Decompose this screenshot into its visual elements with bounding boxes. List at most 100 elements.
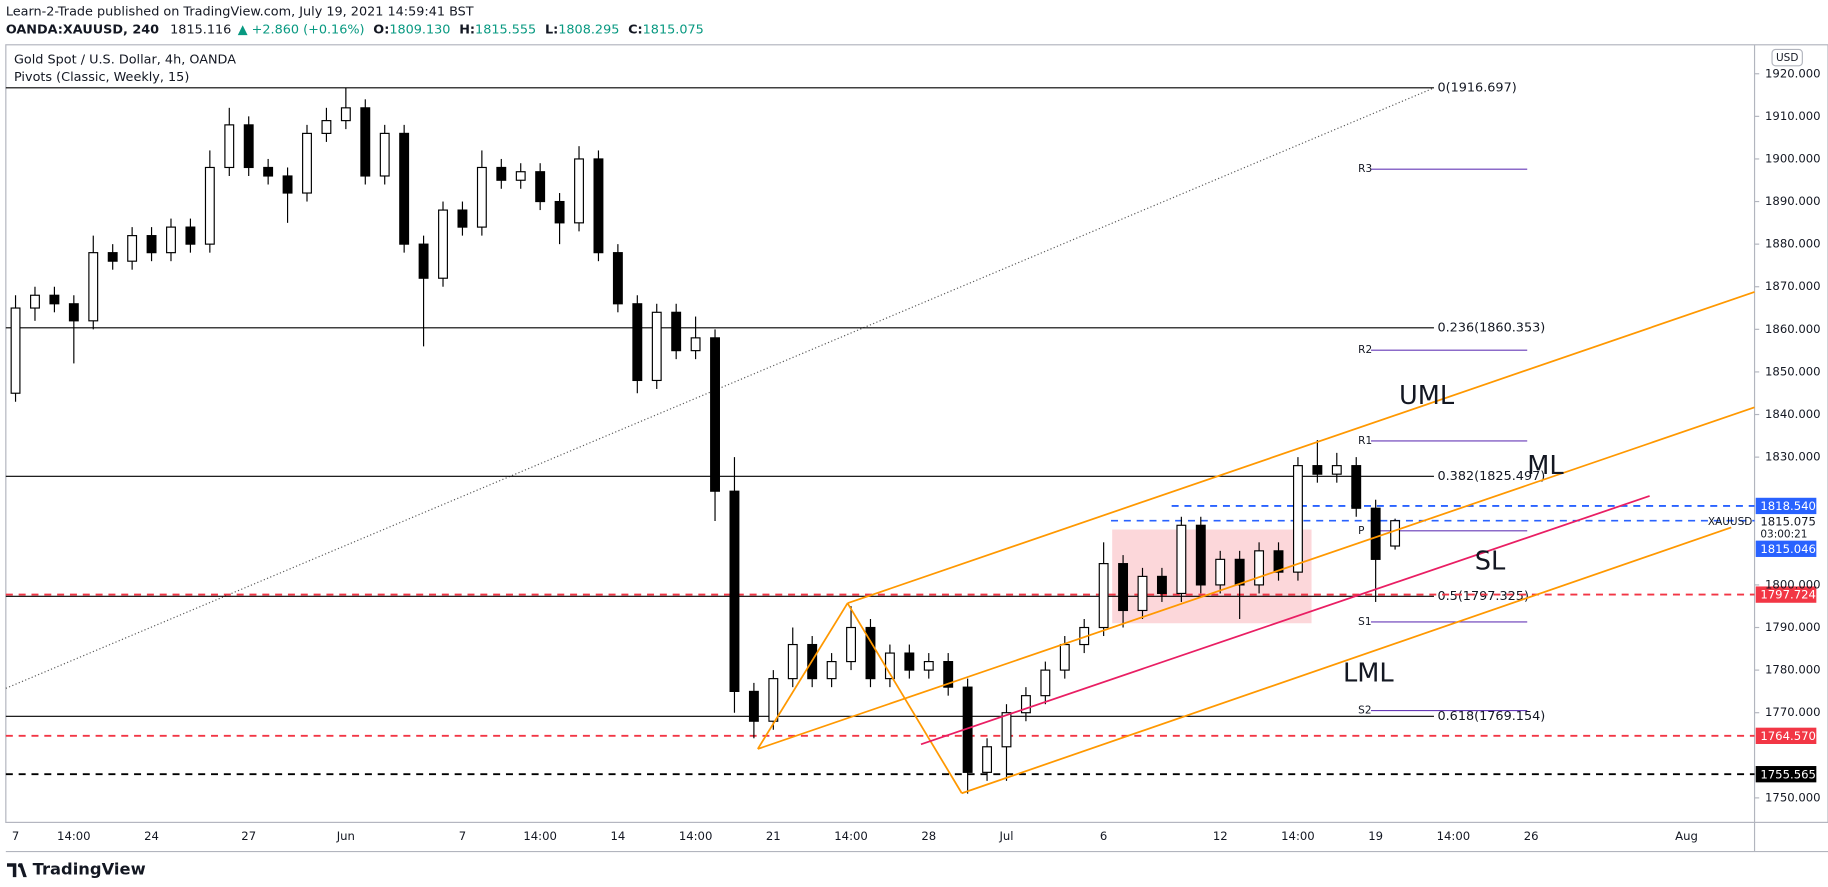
fib-label: 0.382(1825.497) xyxy=(1437,469,1545,484)
candle-body xyxy=(302,132,312,194)
candle-body xyxy=(340,107,351,122)
candle-body xyxy=(10,307,21,394)
candle-body xyxy=(923,661,934,671)
candle-body xyxy=(49,294,60,305)
candle-body xyxy=(263,166,274,177)
x-tick-label: 7 xyxy=(12,829,19,843)
x-tick-label: 21 xyxy=(766,829,781,843)
y-tick-label: 1800.000 xyxy=(1765,577,1821,591)
candle-body xyxy=(321,120,332,134)
candle-body xyxy=(1020,695,1031,714)
x-tick-label: Aug xyxy=(1675,829,1698,843)
candle-body xyxy=(768,678,779,722)
y-tick-label: 1860.000 xyxy=(1765,322,1821,336)
candle-body xyxy=(1312,465,1323,475)
candle-body xyxy=(1040,669,1051,697)
candle-body xyxy=(224,124,235,169)
y-tick-label: 1880.000 xyxy=(1765,237,1821,251)
y-tick-label: 1790.000 xyxy=(1765,620,1821,634)
countdown: 03:00:21 xyxy=(1760,529,1807,541)
pivot-label: P xyxy=(1358,525,1364,537)
price-tag-label: 1818.540 xyxy=(1760,499,1816,513)
price-tag xyxy=(1755,586,1817,603)
x-tick-label: 14:00 xyxy=(523,829,557,843)
pivot-label: S1 xyxy=(1358,616,1371,628)
candle-body xyxy=(632,303,643,382)
candle-body xyxy=(476,166,487,228)
candle-body xyxy=(904,652,915,671)
candle-body xyxy=(710,337,720,492)
candle-body xyxy=(515,171,526,181)
candle-body xyxy=(1390,520,1401,547)
x-tick-label: 12 xyxy=(1213,829,1228,843)
ohlc-key: O: xyxy=(373,22,389,37)
y-tick-label: 1910.000 xyxy=(1765,109,1821,123)
candle-body xyxy=(1137,575,1148,612)
candle-body xyxy=(166,226,176,254)
logo-icon xyxy=(6,863,27,878)
fib-label: 0(1916.697) xyxy=(1437,80,1516,95)
x-tick-label: 6 xyxy=(1100,829,1107,843)
ohlc-value: 1815.075 xyxy=(643,22,704,37)
x-tick-label: 14:00 xyxy=(1437,829,1471,843)
last-price-symbol: XAUUSD xyxy=(1708,516,1752,528)
candle-body xyxy=(690,337,701,352)
price-tag-label: 1797.724 xyxy=(1760,588,1816,602)
candle-body xyxy=(418,243,429,279)
candle-body xyxy=(1254,550,1265,586)
candle-body xyxy=(496,166,507,181)
x-tick-label: 24 xyxy=(144,829,159,843)
candle-body xyxy=(671,311,682,352)
price-tag-label: 1815.046 xyxy=(1760,542,1816,556)
candle-body xyxy=(1001,712,1012,748)
candle-body xyxy=(107,252,118,262)
chart-subtitle: Pivots (Classic, Weekly, 15) xyxy=(14,70,189,85)
ohlc-value: 1815.555 xyxy=(475,22,536,37)
fib-label: 0.618(1769.154) xyxy=(1437,709,1545,724)
candle-body xyxy=(826,661,837,680)
candle-body xyxy=(865,626,876,680)
candle-body xyxy=(88,252,99,322)
x-tick-label: 19 xyxy=(1368,829,1383,843)
y-tick-label: 1920.000 xyxy=(1765,66,1821,80)
y-tick-label: 1750.000 xyxy=(1765,790,1821,804)
currency-box[interactable] xyxy=(1771,48,1803,67)
y-tick-label: 1900.000 xyxy=(1765,151,1821,165)
candle-body xyxy=(535,171,546,203)
candle-body xyxy=(438,209,448,279)
candle-body xyxy=(399,132,410,245)
candle-body xyxy=(1176,524,1187,595)
candle-body xyxy=(1234,558,1245,586)
candle-body xyxy=(68,303,79,322)
pitchfork-line xyxy=(757,602,849,750)
x-tick-label: 14:00 xyxy=(679,829,713,843)
candle-body xyxy=(787,643,798,680)
x-tick-label: 14:00 xyxy=(57,829,91,843)
price-tag-label: 1755.565 xyxy=(1760,767,1816,781)
candle-body xyxy=(1118,563,1129,612)
pivot-label: R2 xyxy=(1358,344,1372,356)
price-tag xyxy=(1755,540,1817,557)
candle-body xyxy=(1292,465,1303,573)
ohlc-key: C: xyxy=(628,22,643,37)
price-tag xyxy=(1755,727,1817,744)
logo xyxy=(6,863,27,878)
candle-body xyxy=(243,124,254,169)
candle-body xyxy=(1351,465,1362,509)
candle-body xyxy=(1273,550,1284,573)
ohlc-key: L: xyxy=(545,22,558,37)
sl-line xyxy=(920,495,1650,746)
price-tag xyxy=(1755,497,1817,515)
y-tick-label: 1850.000 xyxy=(1765,364,1821,378)
candle-body xyxy=(30,294,40,309)
candle-body xyxy=(943,661,954,688)
last-price-label: 1815.075 xyxy=(1760,514,1816,528)
candle-body xyxy=(729,490,740,692)
candle-body xyxy=(360,107,371,177)
x-tick-label: 27 xyxy=(241,829,256,843)
x-tick-label: 14:00 xyxy=(834,829,868,843)
change: ▲ +2.860 (+0.16%) xyxy=(238,22,365,37)
candle-body xyxy=(379,132,390,177)
candle-body xyxy=(593,158,604,254)
